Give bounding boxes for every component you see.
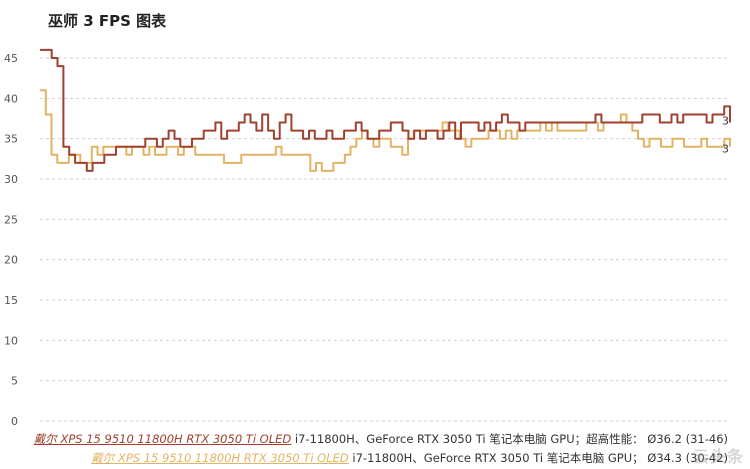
y-tick-label: 45 bbox=[4, 52, 18, 65]
series-end-label-1: 3 bbox=[722, 115, 729, 128]
y-tick-label: 35 bbox=[4, 133, 18, 146]
y-tick-label: 20 bbox=[4, 254, 18, 267]
y-tick-label: 10 bbox=[4, 334, 18, 347]
series-line-1 bbox=[40, 48, 731, 172]
series-end-labels: 33 bbox=[722, 115, 729, 156]
y-tick-label: 0 bbox=[11, 415, 18, 428]
series-end-label-2: 3 bbox=[722, 143, 729, 156]
legend-series-1-name[interactable]: 戴尔 XPS 15 9510 11800H RTX 3050 Ti OLED bbox=[33, 432, 292, 446]
y-tick-label: 25 bbox=[4, 213, 18, 226]
y-tick-label: 30 bbox=[4, 173, 18, 186]
watermark: 云头条 bbox=[692, 447, 744, 466]
y-tick-label: 5 bbox=[11, 375, 18, 388]
chart-title: 巫师 3 FPS 图表 bbox=[48, 12, 167, 30]
series-lines bbox=[40, 48, 731, 172]
series-line-2 bbox=[40, 89, 731, 172]
legend-series-1-spec: i7-11800H、GeForce RTX 3050 Ti 笔记本电脑 GPU；… bbox=[294, 432, 644, 446]
legend-series-2-name[interactable]: 戴尔 XPS 15 9510 11800H RTX 3050 Ti OLED bbox=[91, 451, 349, 465]
y-tick-label: 15 bbox=[4, 294, 18, 307]
legend-entry-2[interactable]: 戴尔 XPS 15 9510 11800H RTX 3050 Ti OLED i… bbox=[91, 450, 728, 466]
y-tick-label: 40 bbox=[4, 92, 18, 105]
legend-entry-1[interactable]: 戴尔 XPS 15 9510 11800H RTX 3050 Ti OLED i… bbox=[34, 431, 728, 447]
legend-series-2-stat: Ø34.3 (30-42) bbox=[647, 451, 728, 465]
grid-lines bbox=[40, 57, 730, 422]
y-tick-labels: 0 5 10 15 20 25 30 35 40 45 bbox=[4, 52, 18, 428]
legend-series-2-spec: i7-11800H、GeForce RTX 3050 Ti 笔记本电脑 GPU； bbox=[352, 451, 644, 465]
legend-series-1-stat: Ø36.2 (31-46) bbox=[647, 432, 728, 446]
